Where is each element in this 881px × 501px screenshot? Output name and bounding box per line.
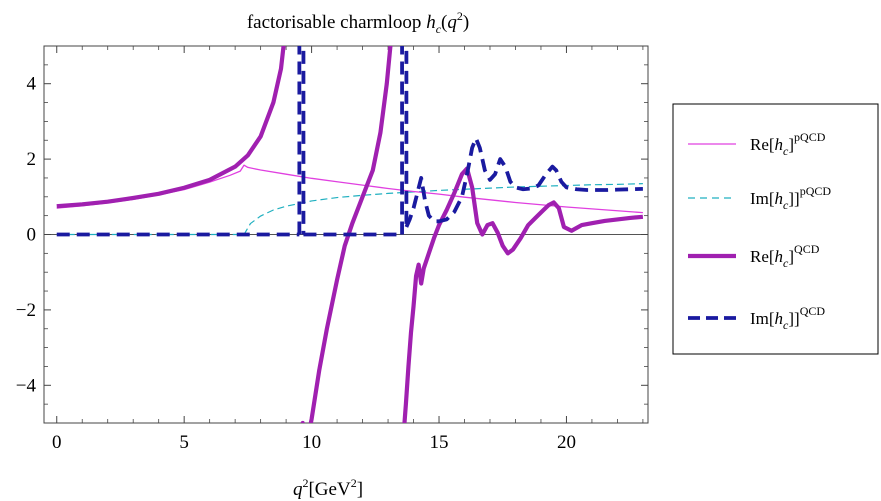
chart-title: factorisable charmloop hc(q2)	[247, 9, 469, 36]
legend: Re[hc]pQCD Im[hc]]pQCD Re[hc]QCD Im[hc]]QCD	[672, 103, 879, 355]
legend-frame	[672, 103, 879, 355]
x-tick-label: 15	[430, 432, 449, 453]
axis-ticks: 0 5 10 15 20 −4 −2 0 2 4	[16, 46, 648, 453]
x-tick-label: 5	[179, 432, 189, 453]
series-line-1	[56, 183, 643, 236]
x-tick-label: 10	[302, 432, 321, 453]
y-tick-label: −4	[16, 375, 37, 396]
x-tick-label: 20	[557, 432, 576, 453]
y-tick-label: −2	[16, 300, 36, 321]
x-axis-label: q2[GeV2]	[293, 476, 363, 500]
series-line-2	[56, 46, 286, 209]
x-tick-label: 0	[52, 432, 62, 453]
legend-label-3: Im[hc]]QCD	[750, 304, 825, 332]
y-tick-label: 2	[27, 149, 37, 170]
legend-label-0: Re[hc]pQCD	[750, 130, 826, 158]
legend-label-2: Re[hc]QCD	[750, 242, 820, 270]
series-line-2	[402, 166, 644, 423]
series-line-3	[404, 136, 643, 228]
y-tick-label: 0	[27, 225, 37, 246]
legend-label-1: Im[hc]]pQCD	[750, 184, 831, 212]
y-tick-label: 4	[27, 74, 37, 95]
series-group	[56, 46, 644, 423]
